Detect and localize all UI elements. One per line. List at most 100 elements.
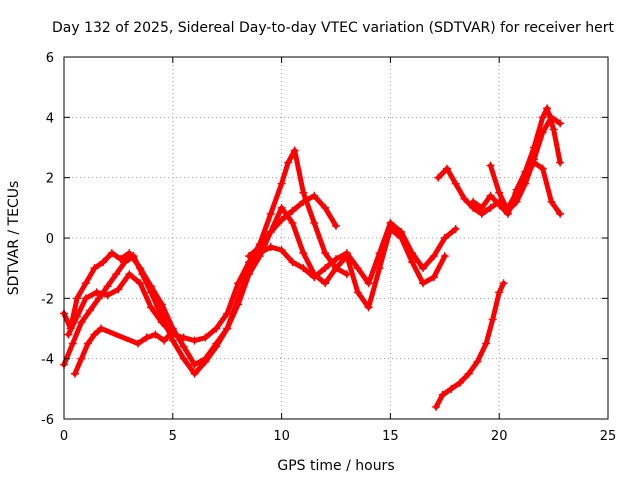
x-tick-label: 0 [60,429,68,444]
data-point [99,258,108,267]
data-point [142,333,151,342]
data-point [277,203,286,212]
data-point [364,303,373,312]
data-point [488,315,497,324]
data-point [429,273,438,282]
data-point [556,209,565,218]
data-point [73,312,82,321]
data-point [386,224,395,233]
series-track-7 [469,104,565,218]
data-point [138,270,147,279]
data-point [299,197,308,206]
data-point [495,188,504,197]
data-point [179,333,188,342]
data-point [486,191,495,200]
data-point [90,264,99,273]
data-point [103,291,112,300]
data-point [255,252,264,261]
y-tick-label: -4 [41,353,54,368]
data-point [332,221,340,230]
data-point [288,206,297,215]
data-point [277,215,286,224]
series-trace [470,105,563,217]
y-tick-label: 0 [46,232,54,247]
data-point [94,294,103,303]
data-point [538,128,547,137]
data-point [442,164,451,173]
data-point [538,164,547,173]
y-axis-label: SDTVAR / TECUs [6,181,22,296]
data-point [495,200,504,209]
data-point [332,264,340,273]
data-point [77,318,86,327]
series-track-5 [244,191,340,261]
data-point [125,270,134,279]
data-point [64,330,73,339]
series-track-2 [60,203,449,378]
data-point [234,300,243,309]
data-point [190,360,199,369]
data-point [147,288,156,297]
data-point [549,125,558,134]
data-point [397,234,406,242]
data-point [310,270,319,279]
data-point [556,119,565,128]
grid [64,57,608,419]
data-point [460,194,469,203]
data-point [342,252,351,261]
series-trace [61,205,448,377]
x-tick-label: 5 [169,429,177,444]
data-point [547,113,556,122]
data-point [212,324,221,333]
data-point [103,282,112,291]
y-tick-label: 4 [46,111,54,126]
y-tick-label: 6 [46,51,54,66]
series-track-8 [486,113,565,215]
data-series [60,104,565,411]
data-point [92,288,101,297]
data-point [473,357,482,366]
data-point [151,330,160,339]
data-point [266,243,275,252]
series-trace [433,280,507,410]
data-point [70,369,79,378]
data-point [201,357,210,366]
data-point [547,197,556,206]
data-point [447,384,456,393]
data-point [299,249,308,258]
data-point [234,279,243,288]
data-point [469,197,478,206]
data-point [129,252,138,261]
data-point [190,336,199,345]
series-trace [65,148,350,344]
data-point [321,249,330,258]
data-point [266,209,275,218]
data-point [244,252,253,261]
data-point [477,203,486,212]
data-point [157,300,166,309]
data-point [332,255,340,264]
series-track-9 [432,279,508,411]
data-point [116,255,125,264]
data-point [288,218,297,227]
data-point [299,264,308,273]
data-point [81,294,90,303]
data-point [556,158,565,167]
data-point [538,113,547,122]
data-point [288,258,297,267]
series-track-4 [70,324,177,378]
data-point [120,258,129,267]
data-point [429,252,438,261]
data-point [168,327,177,336]
data-point [77,354,86,363]
data-point [266,227,275,236]
data-point [503,206,512,215]
data-point [212,342,221,351]
data-point [81,279,90,288]
data-point [284,158,293,167]
data-point [125,249,134,258]
data-point [353,288,362,297]
data-point [419,264,428,273]
data-point [321,203,330,212]
